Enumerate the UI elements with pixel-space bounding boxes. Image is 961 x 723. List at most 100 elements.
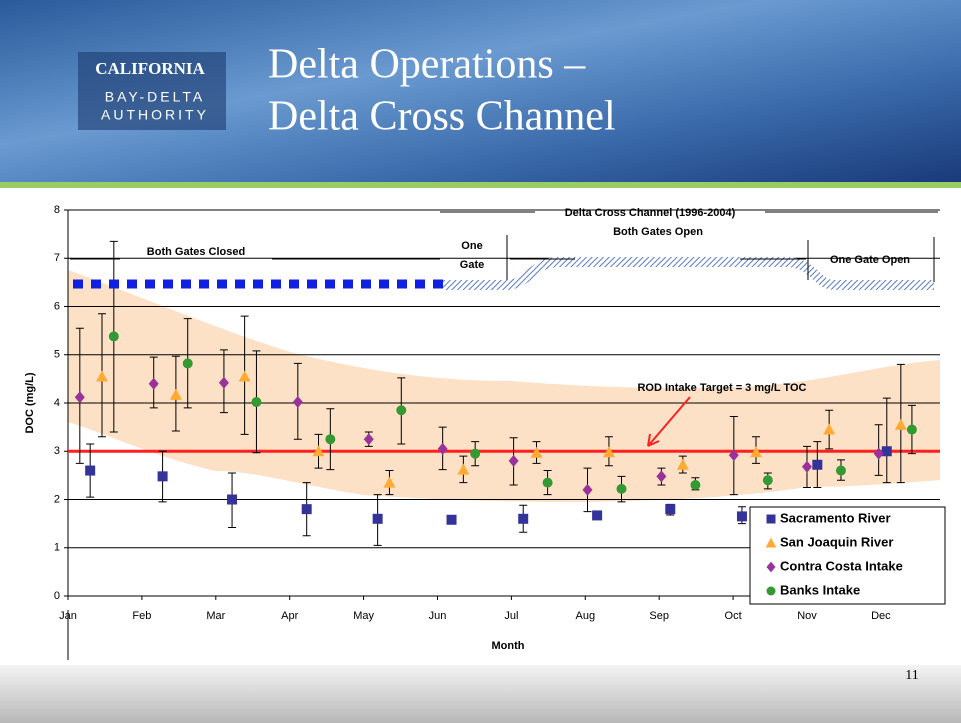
marker: [835, 465, 846, 476]
logo-text: CALIFORNIA: [95, 59, 205, 78]
x-tick-label: May: [353, 610, 374, 622]
y-tick-label: 4: [54, 397, 60, 409]
y-tick-label: 6: [54, 300, 60, 312]
marker: [582, 483, 593, 496]
marker: [656, 470, 667, 483]
x-tick-label: Sep: [649, 610, 669, 622]
title: Delta Cross Channel: [268, 94, 616, 140]
annotation: One Gate Open: [830, 254, 910, 266]
annotation: Gate: [460, 259, 484, 271]
marker: [592, 510, 603, 521]
y-tick-label: 1: [54, 542, 60, 554]
marker: [383, 476, 396, 488]
header-strip: [0, 182, 961, 188]
marker: [325, 434, 336, 445]
marker: [148, 377, 159, 390]
marker: [812, 459, 823, 470]
marker: [736, 511, 747, 522]
marker: [690, 480, 701, 491]
legend-label: Banks Intake: [780, 582, 860, 597]
marker: [437, 442, 448, 455]
y-tick-label: 0: [54, 590, 60, 602]
marker: [894, 418, 907, 430]
error-bar: [882, 397, 891, 484]
marker: [906, 424, 917, 435]
x-tick-label: Dec: [871, 610, 891, 622]
reference-arrow: [647, 396, 691, 447]
marker: [157, 471, 168, 482]
marker: [457, 463, 470, 475]
y-tick-label: 3: [54, 445, 60, 457]
marker: [372, 513, 383, 524]
annotation: Both Gates Closed: [147, 246, 245, 258]
y-tick-label: 7: [54, 252, 60, 264]
x-tick-label: Mar: [206, 610, 225, 622]
title: Delta Operations –: [268, 42, 586, 88]
marker: [292, 396, 303, 409]
marker: [301, 504, 312, 515]
page-number: 11: [905, 668, 918, 683]
marker: [749, 446, 762, 458]
marker: [728, 449, 739, 462]
y-tick-label: 2: [54, 493, 60, 505]
marker: [530, 446, 543, 458]
x-tick-label: Apr: [281, 610, 298, 622]
marker: [766, 586, 776, 596]
marker: [518, 513, 529, 524]
marker: [762, 475, 773, 486]
legend-label: Contra Costa Intake: [780, 558, 903, 573]
marker: [765, 537, 777, 548]
marker: [312, 445, 325, 457]
x-tick-label: Oct: [725, 610, 742, 622]
x-tick-label: Aug: [575, 610, 595, 622]
range-band: [68, 270, 940, 502]
x-tick-label: Jun: [429, 610, 447, 622]
marker: [508, 454, 519, 467]
marker: [602, 446, 615, 458]
x-axis-label: Month: [492, 640, 525, 652]
x-tick-label: Nov: [797, 610, 817, 622]
y-tick-label: 8: [54, 204, 60, 216]
marker: [676, 458, 689, 470]
marker: [542, 477, 553, 488]
reference-label: ROD Intake Target = 3 mg/L TOC: [637, 382, 806, 394]
gates-open-channel: [443, 257, 934, 290]
marker: [95, 370, 108, 382]
marker: [470, 448, 481, 459]
marker: [169, 388, 182, 400]
marker: [665, 504, 676, 515]
legend-label: Sacramento River: [780, 510, 891, 525]
marker: [616, 483, 627, 494]
marker: [823, 423, 836, 435]
marker: [218, 376, 229, 389]
marker: [85, 465, 96, 476]
y-axis-label: DOC (mg/L): [24, 372, 36, 433]
marker: [363, 433, 374, 446]
marker: [238, 370, 251, 382]
legend-label: San Joaquin River: [780, 534, 893, 549]
annotation: One: [461, 240, 482, 252]
marker: [251, 397, 262, 408]
x-tick-label: Feb: [132, 610, 151, 622]
x-tick-label: Jul: [504, 610, 518, 622]
footer-bg: [0, 665, 961, 723]
marker: [873, 447, 884, 460]
bracket-lines: [67, 211, 938, 660]
marker: [396, 405, 407, 416]
logo-text: AUTHORITY: [101, 107, 209, 123]
marker: [446, 514, 457, 525]
marker: [766, 561, 776, 573]
logo-bg: [78, 52, 226, 130]
marker: [766, 514, 776, 524]
marker: [227, 494, 238, 505]
y-tick-label: 5: [54, 349, 60, 361]
marker: [108, 331, 119, 342]
marker: [182, 358, 193, 369]
annotation: Delta Cross Channel (1996-2004): [565, 207, 736, 219]
logo-text: BAY-DELTA: [105, 89, 205, 105]
marker: [881, 446, 892, 457]
marker: [74, 391, 85, 404]
marker: [801, 460, 812, 473]
annotation: Both Gates Open: [613, 226, 703, 238]
